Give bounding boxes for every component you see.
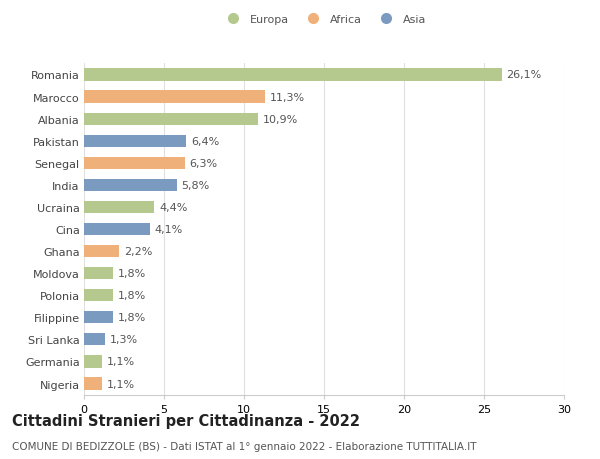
Bar xyxy=(84,378,101,390)
Bar xyxy=(84,202,154,213)
Bar xyxy=(84,290,113,302)
Bar xyxy=(84,157,185,169)
Text: 1,8%: 1,8% xyxy=(118,291,146,301)
Text: 4,4%: 4,4% xyxy=(159,202,188,213)
Bar xyxy=(84,179,177,191)
Text: 2,2%: 2,2% xyxy=(124,246,152,257)
Text: COMUNE DI BEDIZZOLE (BS) - Dati ISTAT al 1° gennaio 2022 - Elaborazione TUTTITAL: COMUNE DI BEDIZZOLE (BS) - Dati ISTAT al… xyxy=(12,441,476,451)
Bar xyxy=(84,69,502,81)
Text: 4,1%: 4,1% xyxy=(154,224,182,235)
Text: 11,3%: 11,3% xyxy=(269,92,305,102)
Bar xyxy=(84,135,187,147)
Text: 26,1%: 26,1% xyxy=(506,70,542,80)
Bar xyxy=(84,268,113,280)
Bar xyxy=(84,356,101,368)
Text: 1,1%: 1,1% xyxy=(106,357,134,367)
Legend: Europa, Africa, Asia: Europa, Africa, Asia xyxy=(217,10,431,29)
Text: 1,1%: 1,1% xyxy=(106,379,134,389)
Text: 5,8%: 5,8% xyxy=(182,180,210,190)
Bar xyxy=(84,224,149,235)
Text: 10,9%: 10,9% xyxy=(263,114,298,124)
Text: 6,4%: 6,4% xyxy=(191,136,220,146)
Text: 1,8%: 1,8% xyxy=(118,313,146,323)
Bar xyxy=(84,113,259,125)
Text: 1,3%: 1,3% xyxy=(110,335,138,345)
Text: 6,3%: 6,3% xyxy=(190,158,218,168)
Text: Cittadini Stranieri per Cittadinanza - 2022: Cittadini Stranieri per Cittadinanza - 2… xyxy=(12,413,360,428)
Bar xyxy=(84,246,119,257)
Text: 1,8%: 1,8% xyxy=(118,269,146,279)
Bar xyxy=(84,312,113,324)
Bar xyxy=(84,91,265,103)
Bar xyxy=(84,334,105,346)
